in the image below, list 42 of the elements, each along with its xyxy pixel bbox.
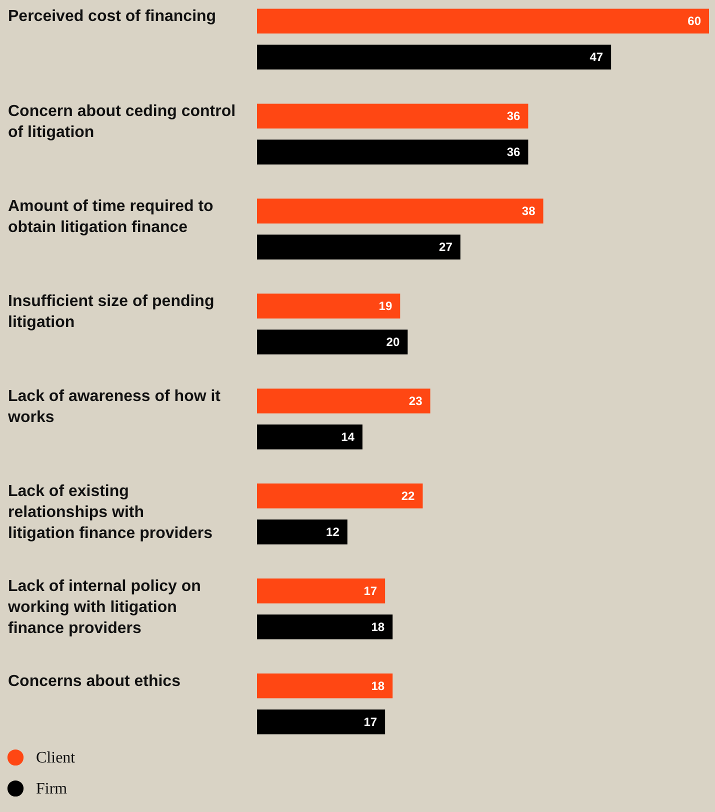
bar	[257, 614, 393, 640]
bar	[257, 709, 386, 734]
y-tick-label: Perceived cost of financing	[8, 8, 216, 26]
data-label: 38	[522, 204, 536, 218]
bar	[257, 520, 348, 544]
y-tick-label: Lack of internal policy on working with litigation finance providers	[7, 578, 201, 637]
data-label: 23	[408, 394, 423, 408]
data-label: 36	[506, 145, 521, 160]
y-tick-label: Concerns about ethics	[8, 672, 181, 690]
data-label: 12	[326, 524, 340, 539]
data-label: 18	[371, 620, 385, 634]
data-label: 27	[439, 240, 453, 254]
legend-label: Client	[36, 750, 76, 766]
data-label: 14	[341, 430, 355, 444]
bar	[257, 104, 528, 129]
bar	[257, 424, 362, 450]
data-label: 20	[386, 335, 400, 349]
bar	[257, 578, 386, 604]
y-tick-label: Lack of existing relationships with litigation finance providers	[8, 482, 213, 542]
y-tick-label: Amount of time required to obtain litigation finance	[8, 198, 214, 236]
data-label: 19	[378, 299, 392, 314]
bar	[257, 234, 460, 260]
bar	[257, 198, 544, 224]
bar	[257, 44, 612, 70]
bar	[257, 484, 423, 508]
bar	[257, 140, 528, 164]
data-label: 17	[364, 584, 378, 598]
bar	[257, 294, 400, 318]
y-tick-label: Insufficient size of pending litigation	[8, 293, 214, 332]
bar	[257, 673, 393, 698]
bar	[257, 8, 709, 34]
data-label: 22	[401, 488, 416, 503]
data-label: 17	[364, 714, 378, 729]
data-label: 60	[688, 14, 702, 28]
data-label: 36	[506, 109, 521, 124]
y-tick-label: Concern about ceding control of litigation	[8, 103, 236, 142]
legend-label: Firm	[36, 780, 68, 798]
data-label: 47	[590, 50, 604, 64]
data-label: 18	[371, 678, 385, 693]
y-tick-label: Lack of awareness of how it works	[7, 388, 222, 426]
bar	[257, 330, 408, 354]
bar	[257, 388, 430, 414]
